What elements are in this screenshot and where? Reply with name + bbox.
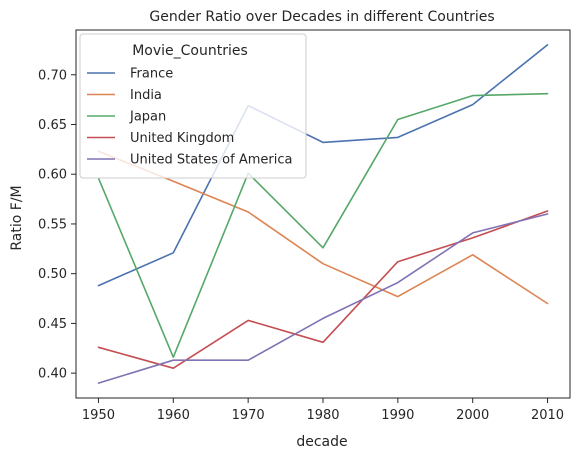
series-line-united-kingdom — [97, 210, 549, 370]
x-tick-label: 1960 — [157, 408, 190, 423]
y-tick-label: 0.70 — [38, 68, 67, 83]
y-tick-label: 0.50 — [38, 267, 67, 282]
series-line-france — [97, 44, 549, 287]
legend-item-france: France — [87, 67, 173, 82]
y-axis: 0.40 0.45 0.50 0.55 0.60 0.65 0.70 — [38, 68, 76, 382]
legend-label: Japan — [129, 110, 166, 125]
x-axis-label: decade — [296, 434, 347, 450]
legend-item-united-kingdom: United Kingdom — [87, 131, 234, 146]
legend-title: Movie_Countries — [132, 43, 248, 59]
x-axis: 1950 1960 1970 1980 1990 2000 2010 — [82, 398, 564, 423]
legend-label: France — [130, 67, 173, 82]
x-tick-label: 1990 — [381, 408, 414, 423]
y-tick-label: 0.40 — [38, 367, 67, 382]
y-tick-label: 0.55 — [38, 217, 67, 232]
legend-label: United Kingdom — [130, 131, 234, 146]
y-tick-label: 0.60 — [38, 168, 67, 183]
y-axis-label: Ratio F/M — [9, 185, 25, 250]
legend-item-japan: Japan — [87, 110, 166, 125]
series-line-india — [97, 150, 549, 305]
x-tick-label: 1950 — [82, 408, 115, 423]
chart-title: Gender Ratio over Decades in different C… — [149, 9, 494, 25]
series-layer — [97, 44, 549, 384]
x-tick-label: 2010 — [531, 408, 564, 423]
x-tick-label: 2000 — [456, 408, 489, 423]
x-tick-label: 1980 — [306, 408, 339, 423]
series-line-japan — [97, 92, 549, 359]
legend-item-united-states-of-america: United States of America — [87, 153, 292, 168]
series-line-united-states-of-america — [97, 213, 549, 384]
legend-label: India — [130, 88, 162, 103]
y-tick-label: 0.65 — [38, 118, 67, 133]
x-tick-label: 1970 — [232, 408, 265, 423]
legend-item-india: India — [87, 88, 162, 103]
legend-label: United States of America — [130, 153, 292, 168]
y-tick-label: 0.45 — [38, 317, 67, 332]
legend-box — [79, 33, 307, 179]
legend: Movie_Countries France India Japan United K… — [79, 33, 307, 179]
legend-items: France India Japan United Kingdom United Sta… — [87, 67, 292, 168]
